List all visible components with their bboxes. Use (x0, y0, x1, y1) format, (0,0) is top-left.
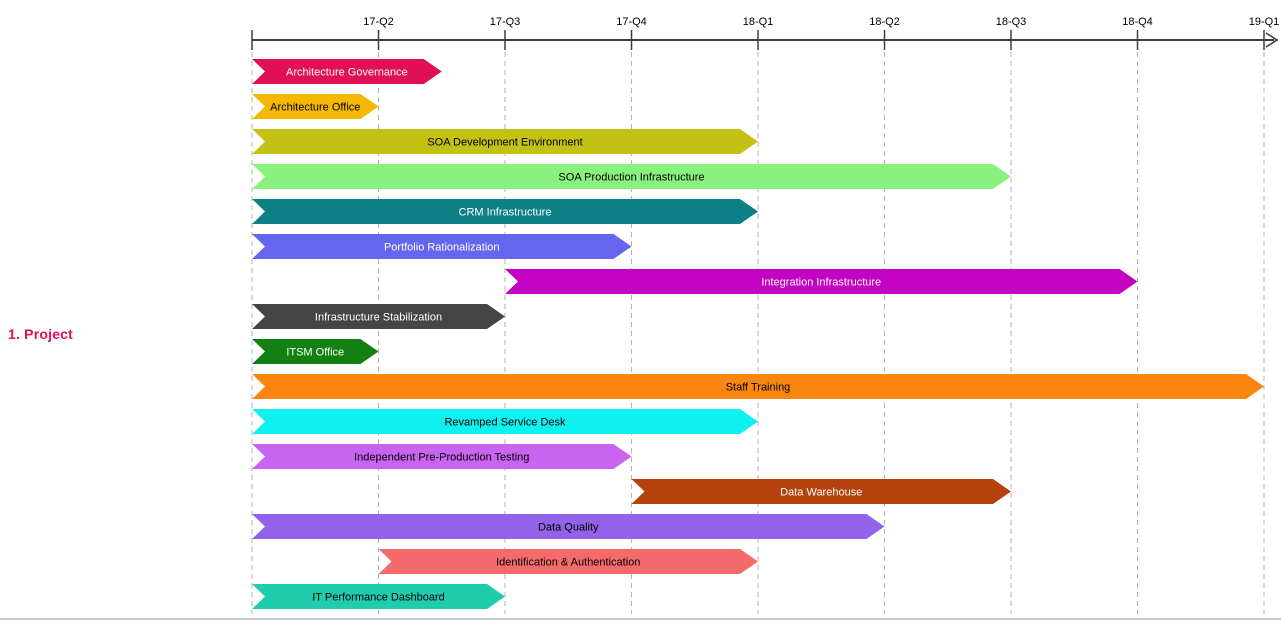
task-bar-shape[interactable] (378, 549, 759, 574)
task-bar-shape[interactable] (252, 339, 379, 364)
task-bar-soa-development-environment[interactable]: SOA Development Environment (252, 129, 758, 154)
task-bar-label: Staff Training (726, 382, 791, 394)
task-bar-label: Architecture Governance (286, 67, 408, 79)
axis-tick-label: 19-Q1 (1249, 16, 1280, 28)
task-bar-identification-authentication[interactable]: Identification & Authentication (378, 549, 759, 574)
task-bar-shape[interactable] (252, 409, 758, 434)
timeline-axis: 17-Q2 17-Q3 17-Q4 18-Q1 18-Q2 18-Q3 18-Q4 19-Q1 (251, 16, 1280, 50)
task-bar-it-performance-dashboard[interactable]: IT Performance Dashboard (252, 584, 505, 609)
task-bar-integration-infrastructure[interactable]: Integration Infrastructure (505, 269, 1138, 294)
task-bar-label: Architecture Office (270, 102, 360, 114)
task-bar-label: SOA Development Environment (427, 137, 582, 149)
axis-tick-label: 18-Q1 (743, 16, 774, 28)
task-bar-architecture-governance[interactable]: Architecture Governance (252, 59, 442, 84)
axis-tick-label: 18-Q4 (1122, 16, 1153, 28)
axis-tick-label: 17-Q4 (616, 16, 647, 28)
right-arrow-icon (1265, 32, 1279, 48)
task-bar-label: Identification & Authentication (496, 557, 640, 569)
task-bar-staff-training[interactable]: Staff Training (252, 374, 1264, 399)
task-bar-label: Independent Pre-Production Testing (354, 452, 529, 464)
task-bar-crm-infrastructure[interactable]: CRM Infrastructure (252, 199, 758, 224)
task-bar-data-warehouse[interactable]: Data Warehouse (631, 479, 1012, 504)
axis-tick-label: 18-Q2 (869, 16, 900, 28)
axis-tick-label: 17-Q3 (490, 16, 521, 28)
task-bar-shape[interactable] (631, 479, 1012, 504)
task-bar-shape[interactable] (252, 199, 758, 224)
task-bar-label: CRM Infrastructure (459, 207, 552, 219)
task-bar-shape[interactable] (252, 129, 758, 154)
task-bar-shape[interactable] (252, 59, 442, 84)
task-bar-shape[interactable] (252, 444, 632, 469)
task-bar-shape[interactable] (252, 514, 885, 539)
task-bar-data-quality[interactable]: Data Quality (252, 514, 885, 539)
task-bar-shape[interactable] (252, 304, 505, 329)
task-bar-shape[interactable] (252, 94, 379, 119)
task-bar-revamped-service-desk[interactable]: Revamped Service Desk (252, 409, 758, 434)
task-bar-shape[interactable] (505, 269, 1138, 294)
task-bar-independent-pre-production-testing[interactable]: Independent Pre-Production Testing (252, 444, 632, 469)
task-bar-shape[interactable] (252, 584, 505, 609)
axis-tick-label: 18-Q3 (996, 16, 1027, 28)
task-bar-label: SOA Production Infrastructure (558, 172, 704, 184)
project-title: 1. Project (8, 326, 74, 342)
axis-tick-label: 17-Q2 (363, 16, 394, 28)
task-bars: Architecture Governance Architecture Offi… (252, 59, 1264, 609)
task-bar-infrastructure-stabilization[interactable]: Infrastructure Stabilization (252, 304, 505, 329)
task-bar-architecture-office[interactable]: Architecture Office (252, 94, 379, 119)
task-bar-label: ITSM Office (286, 347, 344, 359)
task-bar-itsm-office[interactable]: ITSM Office (252, 339, 379, 364)
task-bar-portfolio-rationalization[interactable]: Portfolio Rationalization (252, 234, 632, 259)
task-bar-label: Integration Infrastructure (761, 277, 881, 289)
task-bar-label: Infrastructure Stabilization (315, 312, 442, 324)
task-bar-label: Revamped Service Desk (444, 417, 566, 429)
task-bar-label: IT Performance Dashboard (312, 592, 444, 604)
task-bar-shape[interactable] (252, 234, 632, 259)
task-bar-label: Data Warehouse (780, 487, 862, 499)
task-bar-label: Portfolio Rationalization (384, 242, 500, 254)
task-bar-shape[interactable] (252, 164, 1011, 189)
task-bar-soa-production-infrastructure[interactable]: SOA Production Infrastructure (252, 164, 1011, 189)
task-bar-shape[interactable] (252, 374, 1264, 399)
task-bar-label: Data Quality (538, 522, 599, 534)
